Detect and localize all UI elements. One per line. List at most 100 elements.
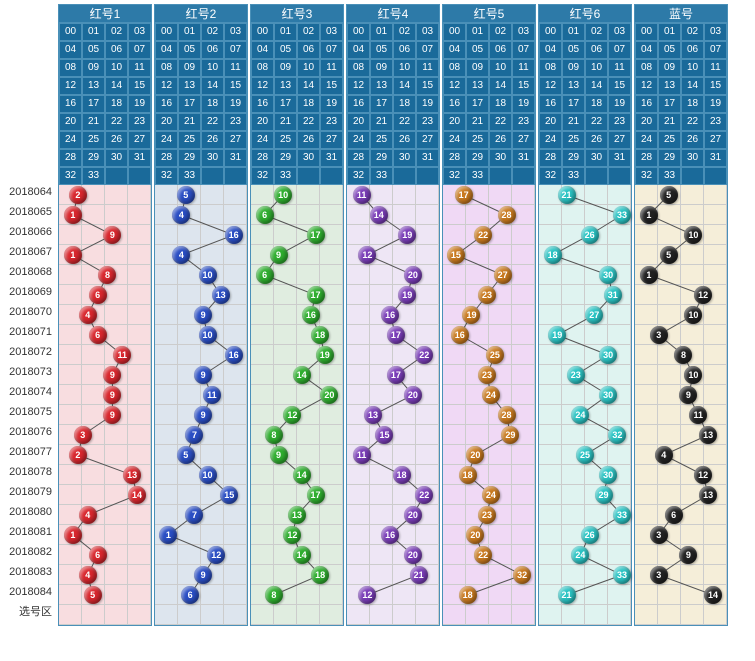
header-cell: 09 — [562, 59, 585, 77]
number-ball: 6 — [256, 266, 274, 284]
number-ball: 6 — [181, 586, 199, 604]
header-cell: 31 — [320, 149, 343, 167]
header-cell: 27 — [512, 131, 535, 149]
header-cell: 03 — [224, 23, 247, 41]
period-label: 2018081 — [4, 522, 56, 542]
header-cell: 04 — [155, 41, 178, 59]
header-cell: 24 — [347, 131, 370, 149]
header-cell: 29 — [466, 149, 489, 167]
header-cell: 03 — [128, 23, 151, 41]
number-ball: 23 — [478, 506, 496, 524]
number-ball: 33 — [613, 206, 631, 224]
header-cell: 00 — [251, 23, 274, 41]
number-ball: 5 — [177, 186, 195, 204]
number-ball: 16 — [225, 226, 243, 244]
header-cell: 13 — [178, 77, 201, 95]
period-label: 2018073 — [4, 362, 56, 382]
number-ball: 1 — [640, 206, 658, 224]
number-ball: 17 — [387, 326, 405, 344]
header-cell: 11 — [224, 59, 247, 77]
header-cell: 01 — [370, 23, 393, 41]
header-cell: 01 — [82, 23, 105, 41]
number-ball: 17 — [455, 186, 473, 204]
column-header: 红号6 — [539, 5, 631, 23]
grid-row — [347, 385, 439, 405]
number-ball: 6 — [256, 206, 274, 224]
header-cell: 30 — [681, 149, 704, 167]
number-ball: 17 — [307, 486, 325, 504]
header-cell: 09 — [658, 59, 681, 77]
period-label: 2018084 — [4, 582, 56, 602]
header-cell: 03 — [608, 23, 631, 41]
header-cell: 02 — [681, 23, 704, 41]
header-cell: 21 — [178, 113, 201, 131]
number-ball: 18 — [459, 586, 477, 604]
header-cell: 26 — [393, 131, 416, 149]
period-label: 2018064 — [4, 182, 56, 202]
column-blue: 蓝号00010203040506070809101112131415161718… — [634, 4, 728, 626]
grid-row — [539, 585, 631, 605]
column-header: 红号3 — [251, 5, 343, 23]
header-cell: 31 — [128, 149, 151, 167]
header-cell: 13 — [274, 77, 297, 95]
number-ball: 8 — [265, 586, 283, 604]
number-ball: 10 — [274, 186, 292, 204]
header-cell: 18 — [105, 95, 128, 113]
header-cell: 27 — [608, 131, 631, 149]
number-ball: 15 — [447, 246, 465, 264]
grid-row — [59, 505, 151, 525]
header-cell: 17 — [82, 95, 105, 113]
header-cell: 02 — [489, 23, 512, 41]
header-cell: 13 — [562, 77, 585, 95]
number-ball: 3 — [650, 326, 668, 344]
grid-row — [635, 305, 727, 325]
header-cell: 18 — [201, 95, 224, 113]
column-header: 红号2 — [155, 5, 247, 23]
grid-row — [347, 265, 439, 285]
number-ball: 1 — [640, 266, 658, 284]
header-cell: 29 — [562, 149, 585, 167]
period-label: 2018075 — [4, 402, 56, 422]
header-cell: 00 — [59, 23, 82, 41]
header-cell: 33 — [274, 167, 297, 185]
number-ball: 25 — [576, 446, 594, 464]
header-cell: 07 — [320, 41, 343, 59]
header-cell: 11 — [608, 59, 631, 77]
number-ball: 23 — [567, 366, 585, 384]
number-ball: 18 — [311, 566, 329, 584]
number-ball: 14 — [704, 586, 722, 604]
header-cell: 19 — [608, 95, 631, 113]
header-cell: 05 — [82, 41, 105, 59]
grid-row — [251, 325, 343, 345]
number-ball: 26 — [581, 526, 599, 544]
header-cell: 03 — [320, 23, 343, 41]
header-cell: 06 — [681, 41, 704, 59]
column-body: 2133261830312719302330243225302933262433… — [539, 185, 631, 625]
header-cell: 12 — [155, 77, 178, 95]
trend-columns: 红号10001020304050607080910111213141516171… — [58, 4, 728, 626]
header-cell: 02 — [585, 23, 608, 41]
header-cell: 00 — [155, 23, 178, 41]
header-cell: 22 — [585, 113, 608, 131]
number-ball: 4 — [79, 506, 97, 524]
column-header: 红号4 — [347, 5, 439, 23]
number-ball: 33 — [613, 506, 631, 524]
header-cell: 10 — [201, 59, 224, 77]
header-cell: 07 — [512, 41, 535, 59]
grid-row — [443, 605, 535, 625]
header-cell: 33 — [370, 167, 393, 185]
header-cell: 18 — [585, 95, 608, 113]
number-ball: 1 — [64, 206, 82, 224]
grid-row — [155, 185, 247, 205]
grid-row — [347, 405, 439, 425]
number-ball: 21 — [558, 586, 576, 604]
grid-row — [59, 345, 151, 365]
grid-row — [635, 285, 727, 305]
header-cell: 29 — [274, 149, 297, 167]
header-cell: 03 — [704, 23, 727, 41]
grid-row — [635, 325, 727, 345]
number-ball: 6 — [665, 506, 683, 524]
header-cell: 31 — [608, 149, 631, 167]
grid-row — [539, 185, 631, 205]
number-header-grid: 0001020304050607080910111213141516171819… — [59, 23, 151, 185]
